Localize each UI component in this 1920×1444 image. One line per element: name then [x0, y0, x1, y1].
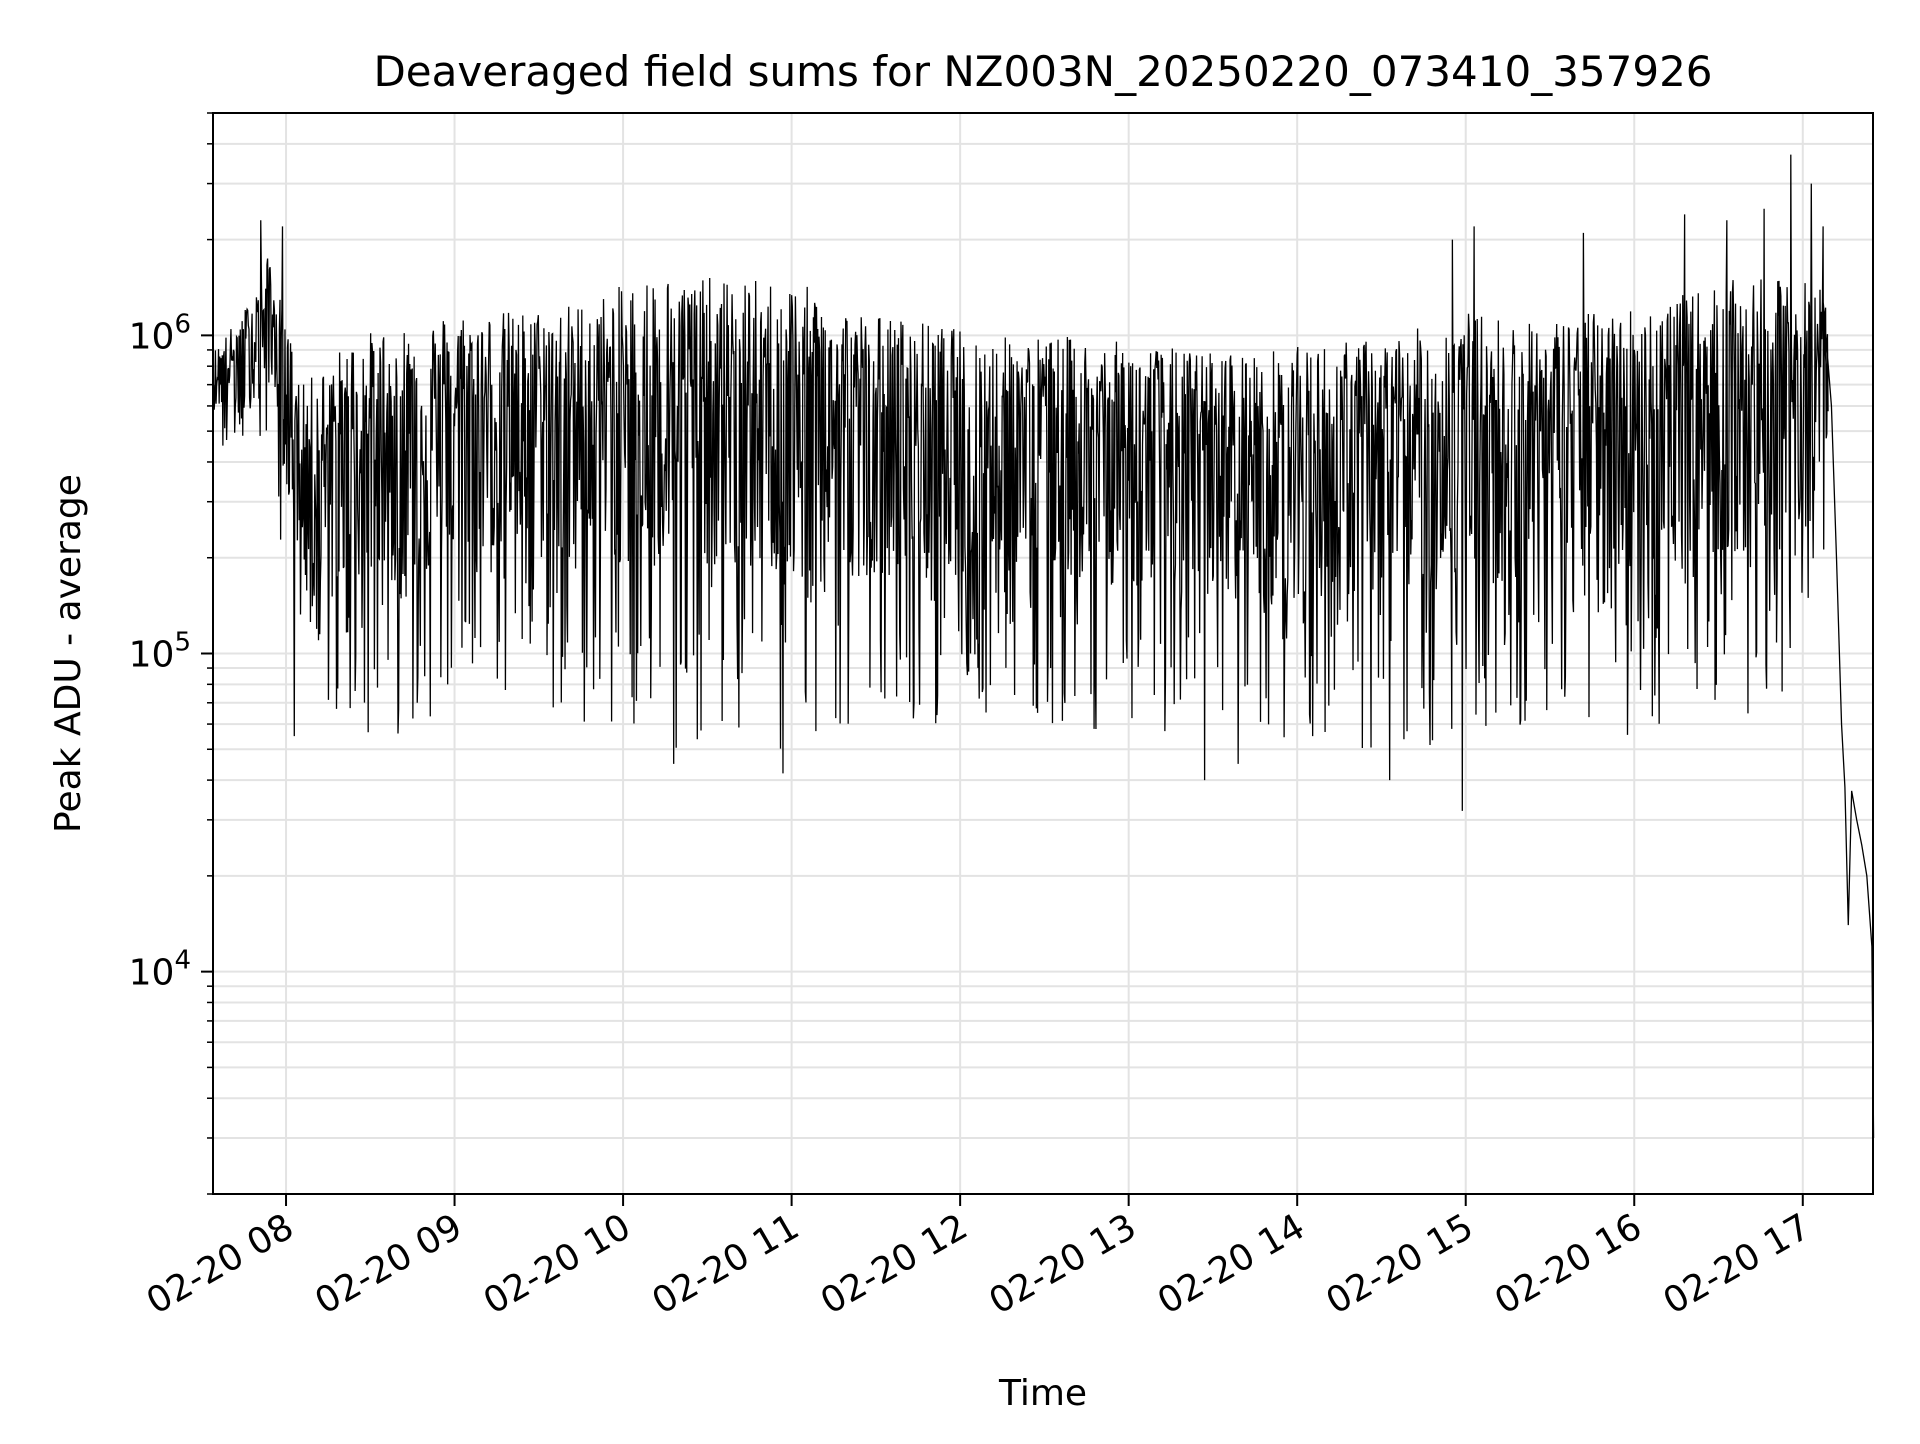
y-tick-label: 105: [129, 628, 191, 676]
y-tick-base: 10: [129, 316, 175, 357]
data-layer: [212, 154, 1875, 1138]
chart-title: Deaveraged field sums for NZ003N_2025022…: [373, 47, 1712, 96]
y-tick-exponent: 6: [174, 309, 191, 339]
y-axis-label: Peak ADU - average: [48, 474, 89, 833]
y-tick-exponent: 5: [174, 628, 191, 658]
y-tick-exponent: 4: [174, 946, 191, 976]
y-tick-base: 10: [129, 635, 175, 676]
y-tick-label: 106: [129, 309, 191, 357]
y-tick-label: 104: [129, 946, 191, 994]
y-tick-base: 10: [129, 953, 175, 994]
x-axis-label: Time: [998, 1373, 1087, 1414]
series-line: [212, 154, 1875, 1138]
